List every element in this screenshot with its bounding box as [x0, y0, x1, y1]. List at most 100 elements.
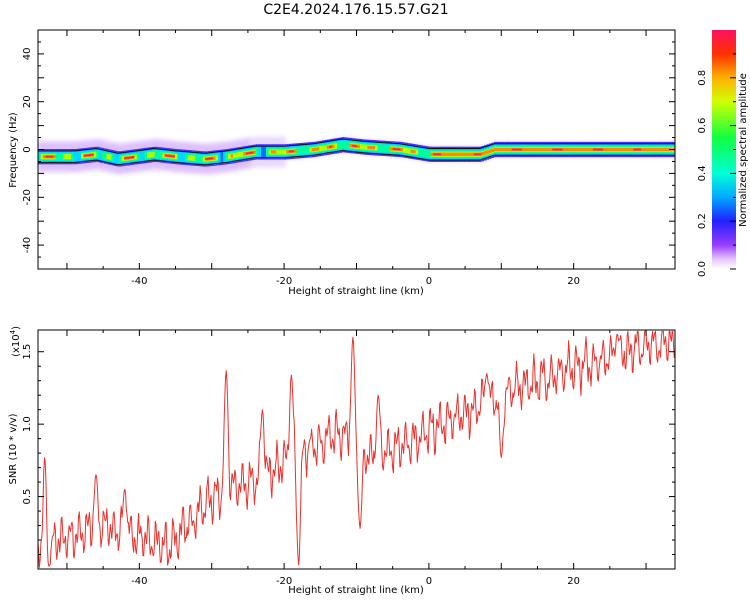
- spectrogram-cell: [167, 154, 170, 157]
- spectrogram-cell: [86, 154, 89, 157]
- spectrogram-cell: [301, 146, 305, 155]
- spectrogram-cell: [65, 154, 69, 160]
- colorbar-tick-label: 0.6: [697, 118, 708, 134]
- spectrogram-cell: [306, 146, 310, 154]
- spectrogram-cell: [268, 149, 272, 155]
- spectrogram-cell: [570, 147, 573, 152]
- spectrogram-cell: [534, 147, 538, 152]
- spectrogram-cell: [334, 143, 338, 149]
- spectrogram-cell: [281, 149, 284, 155]
- spectrogram-cell: [357, 144, 360, 149]
- spectrogram-cell: [169, 155, 173, 157]
- spectrogram-cell: [499, 147, 502, 152]
- snr-scale-label: (x104): [9, 326, 22, 357]
- spectrogram-cell: [195, 154, 198, 163]
- svg-text:(x104): (x104): [9, 326, 22, 357]
- spectrogram-cell: [81, 153, 84, 159]
- spectrogram-cell: [532, 147, 535, 152]
- snr-x-tick-label: 0: [426, 576, 432, 587]
- spectrogram-cell: [461, 152, 464, 156]
- spectrogram-cell: [96, 150, 99, 159]
- spectrogram-cell: [559, 148, 563, 151]
- spectrogram-cell: [359, 144, 363, 150]
- spectrogram-cell: [369, 145, 373, 150]
- spectrogram-cell: [504, 147, 507, 152]
- spectrogram-cell: [124, 157, 127, 160]
- spectrogram-cell: [392, 148, 396, 150]
- spectrogram-cell: [476, 153, 479, 156]
- spectrogram-cell: [496, 147, 500, 152]
- spectrogram-cell: [78, 151, 82, 162]
- spectrogram-ticks: -40 -20 0 20 40 20 0 -20 -40: [22, 29, 675, 287]
- spectrogram-cell: [415, 149, 419, 155]
- spectrogram-cell: [580, 147, 583, 152]
- spectrogram-cell: [412, 149, 416, 154]
- spectrogram-cell: [374, 145, 378, 151]
- spectrogram-y-tick-label: 20: [22, 95, 33, 108]
- spectrogram-cell: [529, 147, 533, 152]
- spectrogram-cell: [149, 152, 153, 158]
- spectrogram-cell: [215, 155, 218, 161]
- spectrogram-cell: [613, 147, 616, 152]
- spectrogram-cell: [88, 154, 92, 157]
- snr-x-axis-label: Height of straight line (km): [288, 585, 424, 596]
- spectrogram-cell: [595, 148, 598, 151]
- ridge-outline-upper: [38, 138, 675, 154]
- spectrogram-cell: [585, 147, 588, 152]
- colorbar-tick-label: 0.2: [697, 213, 708, 229]
- spectrogram-cell: [319, 145, 322, 152]
- spectrogram-cell: [519, 148, 522, 151]
- spectrogram-cell: [521, 147, 525, 152]
- spectrogram-cell: [329, 145, 332, 148]
- spectrogram-cell: [450, 152, 454, 156]
- spectrogram-cell: [339, 141, 343, 149]
- spectrogram-cell: [116, 153, 120, 164]
- spectrogram-cell: [443, 152, 446, 156]
- spectrogram-cell: [108, 154, 112, 160]
- spectrogram-cell: [473, 153, 477, 156]
- spectrogram-cell: [577, 147, 581, 152]
- spectrogram-cell: [549, 147, 553, 152]
- spectrogram-cell: [537, 147, 540, 152]
- spectrogram-cell: [48, 155, 51, 158]
- spectrogram-cell: [478, 153, 482, 156]
- spectrogram-cell: [235, 152, 239, 158]
- spectrogram-cell: [481, 152, 484, 156]
- spectrogram-cell: [390, 147, 393, 151]
- spectrogram-cell: [567, 147, 571, 152]
- snr-y-tick-label: 0.5: [22, 489, 33, 505]
- spectrogram-cell: [506, 147, 510, 152]
- spectrogram-cell: [562, 147, 566, 152]
- spectrogram-cell: [597, 148, 601, 151]
- spectrogram-cell: [456, 152, 459, 156]
- spectrogram-cell: [352, 144, 355, 147]
- spectrogram-cell: [362, 144, 365, 150]
- spectrogram-cell: [407, 148, 411, 154]
- spectrogram-cell: [377, 144, 381, 152]
- snr-panel: -40 -20 0 20 0.5 1.0 1.5 Height of straight li…: [8, 326, 676, 596]
- ridge-outline-lower: [38, 150, 675, 166]
- spectrogram-x-axis-label: Height of straight line (km): [288, 286, 424, 297]
- spectrogram-cell: [250, 151, 254, 154]
- spectrogram-cell: [491, 148, 495, 153]
- spectrogram-cell: [445, 152, 449, 156]
- snr-y-tick-label: 1.0: [22, 416, 33, 432]
- spectrogram-cell: [488, 149, 492, 153]
- spectrogram-cell: [258, 146, 262, 157]
- spectrogram-cell: [433, 153, 436, 156]
- spectrogram-cell: [73, 151, 77, 162]
- spectrogram-cell: [395, 148, 398, 151]
- spectrogram-y-tick-label: 40: [22, 48, 33, 61]
- spectrogram-cell: [663, 147, 667, 152]
- spectrogram-cell: [547, 147, 550, 152]
- spectrogram-cell: [628, 147, 631, 152]
- spectrogram-cell: [347, 141, 350, 150]
- spectrogram-cell: [192, 155, 196, 161]
- spectrogram-cell: [119, 155, 122, 163]
- spectrogram-cell: [240, 151, 244, 157]
- spectrogram-cell: [296, 147, 300, 155]
- spectrogram-y-tick-label: 0: [22, 146, 33, 152]
- spectrogram-cell: [53, 154, 56, 159]
- spectrogram-cell: [420, 149, 424, 157]
- spectrogram-cell: [190, 155, 193, 161]
